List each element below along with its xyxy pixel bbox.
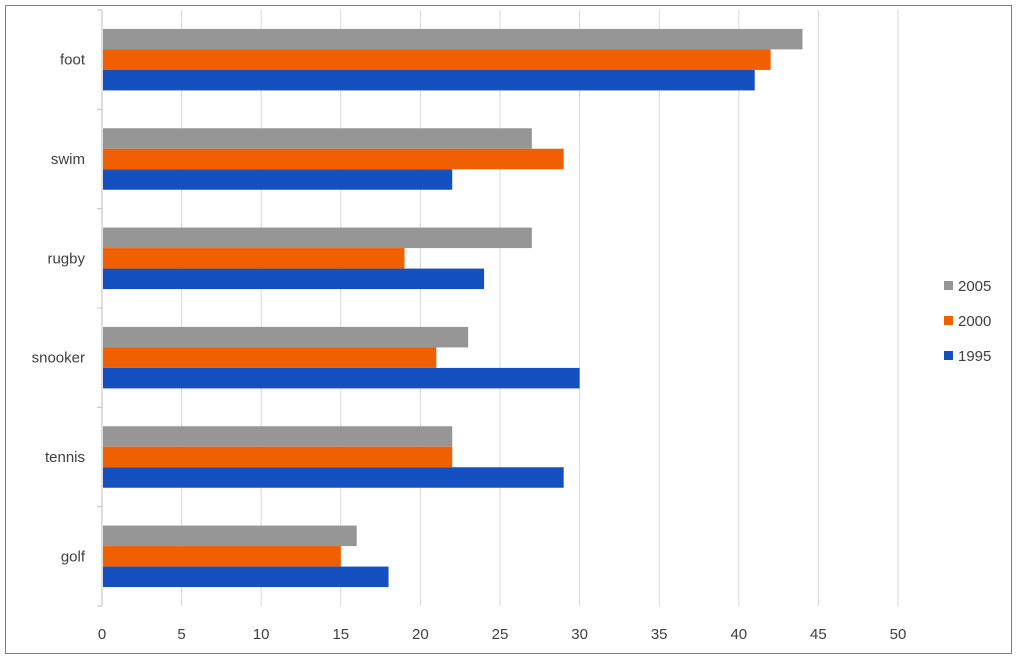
x-tick-label: 0 [98,626,106,643]
legend-swatch-1995 [944,351,953,360]
x-tick-label: 20 [412,626,429,643]
x-tick-label: 30 [571,626,588,643]
chart-frame [5,5,1012,654]
bar-snooker-1995 [103,367,580,389]
bar-golf-2000 [103,546,341,567]
bar-tennis-2000 [103,446,453,468]
legend-swatch-2000 [944,316,953,325]
category-label: snooker [32,350,85,367]
x-tick-label: 35 [651,626,668,643]
x-tick-label: 50 [890,626,907,643]
bar-snooker-2000 [103,347,437,368]
bar-rugby-1995 [103,268,485,290]
bar-snooker-2005 [103,326,469,348]
category-label: tennis [45,449,85,466]
x-tick-label: 5 [177,626,185,643]
category-label: rugby [47,250,85,267]
bar-golf-1995 [103,566,389,588]
x-tick-label: 45 [810,626,827,643]
category-label: golf [61,548,86,565]
bar-foot-1995 [103,69,755,91]
bar-tennis-2005 [103,426,453,447]
legend-label: 2005 [958,278,991,295]
bar-golf-2005 [103,525,357,547]
bar-swim-1995 [103,169,453,190]
bar-rugby-2005 [103,227,532,249]
bar-swim-2000 [103,148,564,170]
x-tick-label: 40 [730,626,747,643]
bar-foot-2005 [103,28,803,50]
bar-foot-2000 [103,49,771,70]
legend-label: 2000 [958,313,991,330]
bar-tennis-1995 [103,467,564,488]
category-label: swim [51,151,85,168]
legend-swatch-2005 [944,281,953,290]
x-tick-label: 15 [332,626,349,643]
bar-swim-2005 [103,128,532,149]
x-tick-label: 25 [492,626,509,643]
legend-label: 1995 [958,348,991,365]
bar-rugby-2000 [103,248,405,269]
x-tick-label: 10 [253,626,270,643]
category-label: foot [60,52,86,69]
